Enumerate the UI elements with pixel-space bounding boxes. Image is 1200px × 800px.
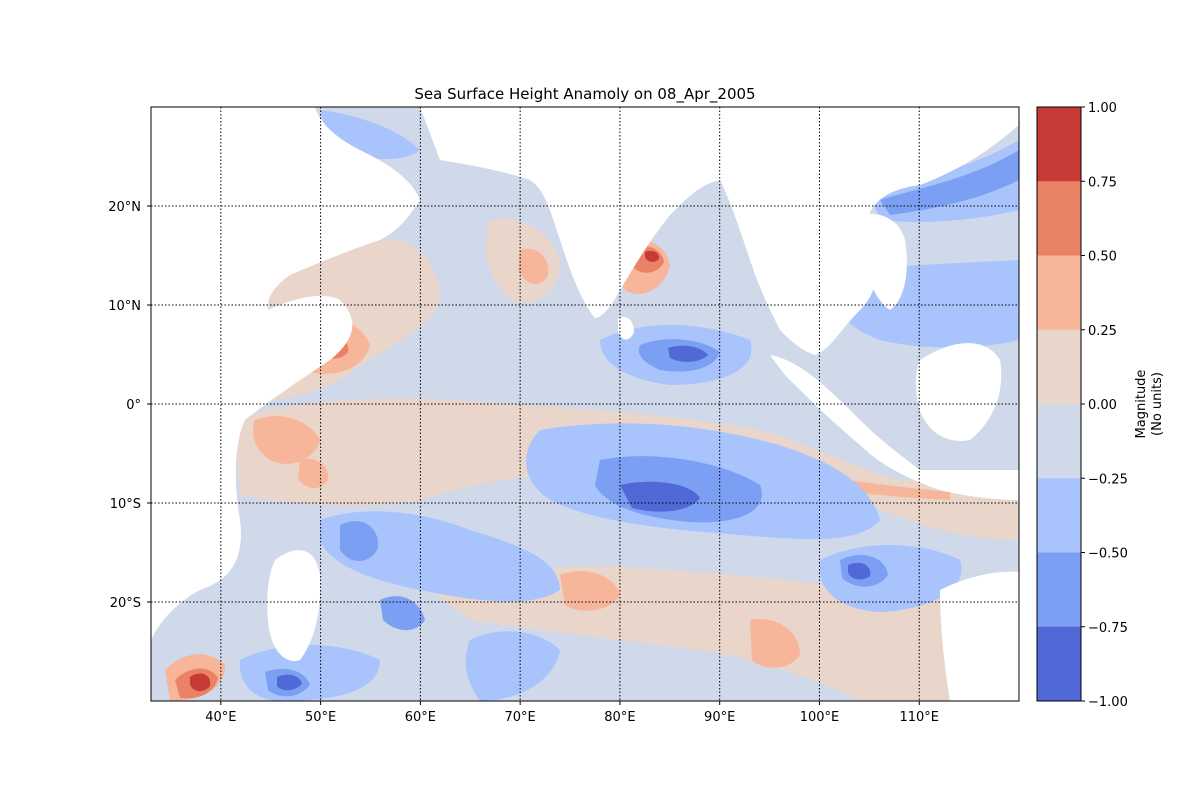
negative-patch <box>320 511 560 602</box>
colorbar-tick-label: 0.50 <box>1088 250 1117 265</box>
land-sri-lanka <box>618 316 634 340</box>
lon-label: 60°E <box>405 710 436 725</box>
colorbar-segment <box>1037 255 1081 331</box>
lat-label: 10°S <box>110 497 141 512</box>
max-positive-patch <box>190 673 211 692</box>
colorbar-label-line2: (No units) <box>1150 372 1165 436</box>
colorbar-segment <box>1037 626 1081 702</box>
colorbar-segment <box>1037 107 1081 182</box>
colorbar-label-line1: Magnitude <box>1134 370 1149 439</box>
min-negative-patch <box>620 481 700 512</box>
latitude-labels: 20°N 10°N 0° 10°S 20°S <box>108 200 151 611</box>
land-sumatra-java <box>770 355 1019 500</box>
lat-label: 10°N <box>108 299 141 314</box>
strong-negative-patch <box>340 521 379 562</box>
positive-patch <box>560 571 620 611</box>
colorbar-tick-label: −0.50 <box>1088 547 1128 562</box>
positive-patch <box>750 619 800 668</box>
positive-patch <box>298 458 329 489</box>
land-red-sea-coast <box>151 107 270 310</box>
land-madagascar <box>267 550 321 661</box>
min-negative-patch <box>668 345 708 362</box>
map-title: Sea Surface Height Anamoly on 08_Apr_200… <box>414 85 755 104</box>
land-southeast-asia <box>860 213 907 310</box>
lon-label: 110°E <box>899 710 939 725</box>
negative-patch <box>465 631 560 701</box>
lon-label: 90°E <box>704 710 735 725</box>
max-positive-patch <box>645 250 660 262</box>
positive-patch <box>518 248 549 285</box>
longitude-labels: 40°E 50°E 60°E 70°E 80°E 90°E 100°E 110°E <box>205 701 939 725</box>
strong-negative-patch <box>880 150 1019 215</box>
colorbar-ticks: 1.00 0.75 0.50 0.25 0.00 −0.25 −0.50 −0.75 −1.00 <box>1081 101 1128 710</box>
positive-patch <box>253 416 320 464</box>
lon-label: 40°E <box>205 710 236 725</box>
colorbar-segment <box>1037 552 1081 628</box>
lat-label: 20°S <box>110 596 141 611</box>
lon-label: 100°E <box>800 710 840 725</box>
land-borneo <box>915 343 1002 441</box>
colorbar-tick-label: −0.75 <box>1088 621 1128 636</box>
colorbar-label: Magnitude (No units) <box>1134 370 1165 439</box>
colorbar <box>1037 107 1081 702</box>
colorbar-tick-label: 1.00 <box>1088 101 1117 116</box>
graticule <box>151 107 1019 701</box>
colorbar-tick-label: 0.75 <box>1088 175 1117 190</box>
min-negative-patch <box>277 674 302 691</box>
lat-label: 20°N <box>108 200 141 215</box>
colorbar-segment <box>1037 181 1081 256</box>
land-australia <box>940 571 1019 701</box>
lon-label: 70°E <box>505 710 536 725</box>
colorbar-tick-label: 0.25 <box>1088 324 1117 339</box>
colorbar-segment <box>1037 404 1081 479</box>
land-india <box>420 107 1019 355</box>
lat-label: 0° <box>126 398 141 413</box>
min-negative-patch <box>848 562 871 580</box>
lon-label: 80°E <box>604 710 635 725</box>
colorbar-segment <box>1037 329 1081 405</box>
lon-label: 50°E <box>305 710 336 725</box>
strong-negative-patch <box>380 596 425 631</box>
colorbar-tick-label: −0.25 <box>1088 472 1128 487</box>
colorbar-tick-label: −1.00 <box>1088 695 1128 710</box>
colorbar-tick-label: 0.00 <box>1088 398 1117 413</box>
colorbar-segment <box>1037 478 1081 553</box>
